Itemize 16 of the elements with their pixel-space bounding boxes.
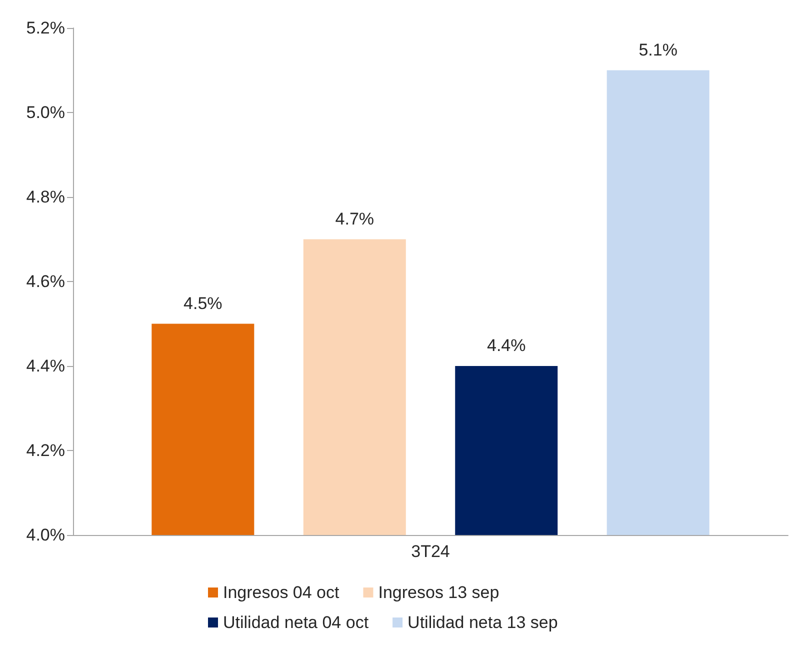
data-label: 4.7% bbox=[335, 209, 374, 228]
y-tick-label: 4.8% bbox=[26, 188, 65, 206]
y-tick-label: 4.6% bbox=[26, 272, 65, 291]
y-tick-label: 5.0% bbox=[26, 103, 65, 122]
x-tick-label: 3T24 bbox=[411, 542, 450, 561]
y-tick-label: 4.2% bbox=[26, 441, 65, 460]
data-label: 4.5% bbox=[184, 294, 222, 313]
data-label: 5.1% bbox=[638, 40, 678, 60]
y-tick-label: 4.4% bbox=[26, 356, 65, 376]
legend-label: Ingresos 04 oct bbox=[223, 583, 340, 602]
data-label: 4.4% bbox=[486, 336, 526, 355]
legend-label: Ingresos 13 sep bbox=[378, 583, 500, 602]
y-tick-label: 4.0% bbox=[26, 526, 65, 544]
legend-label: Utilidad neta 04 oct bbox=[223, 613, 369, 632]
y-tick-label: 5.2% bbox=[26, 18, 65, 38]
legend-label: Utilidad neta 13 sep bbox=[408, 613, 558, 632]
